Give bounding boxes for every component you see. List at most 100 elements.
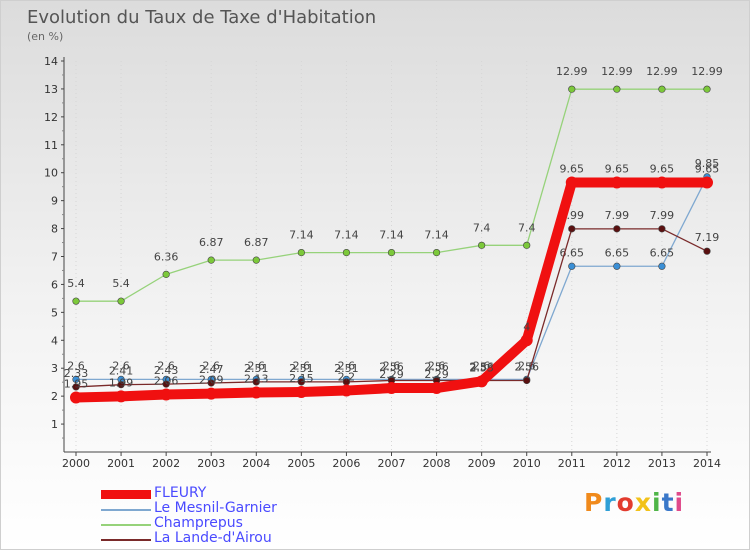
legend-swatch-champrepus [101,524,151,526]
y-tick-label-4: 4 [51,334,58,347]
data-label-le-mesnil-garnier-2008: 2.6 [428,359,446,372]
data-point-le-mesnil-garnier-2013 [658,262,666,270]
y-tick-label-8: 8 [51,223,58,236]
data-label-champrepus-2005: 7.14 [289,229,314,242]
data-point-la-lande-d-airou-2001 [117,381,125,389]
data-point-fleury-2003 [205,387,218,400]
data-point-champrepus-2001 [117,297,125,305]
x-tick-label-2010: 2010 [513,457,541,470]
data-point-la-lande-d-airou-2012 [613,225,621,233]
y-tick-label-11: 11 [44,139,58,152]
logo-letter: P [584,488,604,517]
data-point-champrepus-2002 [162,270,170,278]
data-label-la-lande-d-airou-2013: 7.99 [650,209,675,222]
data-point-le-mesnil-garnier-2011 [568,262,576,270]
y-tick-label-3: 3 [51,362,58,375]
x-tick-label-2005: 2005 [287,457,315,470]
x-tick-label-2007: 2007 [378,457,406,470]
data-point-fleury-2010 [520,334,533,347]
data-label-le-mesnil-garnier-2002: 2.6 [157,359,175,372]
legend-label-fleury: FLEURY [154,485,207,501]
logo-letter: x [634,488,652,517]
data-point-la-lande-d-airou-2011 [568,225,576,233]
data-label-champrepus-2013: 12.99 [646,65,678,78]
data-label-la-lande-d-airou-2007: 2.56 [379,361,404,374]
y-tick-label-5: 5 [51,306,58,319]
data-label-fleury-2009: 2.53 [469,361,494,374]
y-tick-label-14: 14 [44,55,58,68]
legend-label-la-lande-d-airou: La Lande-d'Airou [154,530,272,546]
data-label-fleury-2001: 1.99 [109,376,134,389]
x-tick-label-2004: 2004 [242,457,270,470]
x-tick-label-2014: 2014 [693,457,721,470]
data-label-la-lande-d-airou-2014: 7.19 [695,231,720,244]
data-point-fleury-2005 [295,385,308,398]
y-tick-label-12: 12 [44,111,58,124]
data-point-la-lande-d-airou-2013 [658,225,666,233]
data-point-la-lande-d-airou-2002 [162,380,170,388]
y-tick-label-13: 13 [44,83,58,96]
data-label-la-lande-d-airou-2005: 2.51 [289,362,314,375]
data-label-le-mesnil-garnier-2003: 2.6 [202,359,220,372]
data-point-la-lande-d-airou-2004 [252,378,260,386]
data-label-le-mesnil-garnier-2014: 9.85 [695,157,720,170]
data-point-la-lande-d-airou-2003 [207,379,215,387]
data-label-champrepus-2007: 7.14 [379,229,404,242]
data-point-fleury-2008 [430,382,443,395]
data-point-la-lande-d-airou-2014 [703,247,711,255]
y-axis-unit: (en %) [27,30,64,43]
data-point-fleury-2011 [565,176,578,189]
y-tick-label-2: 2 [51,390,58,403]
legend-swatch-fleury [101,490,151,499]
data-label-fleury-2012: 9.65 [605,162,630,175]
x-tick-label-2001: 2001 [107,457,135,470]
data-label-champrepus-2004: 6.87 [244,236,269,249]
data-label-fleury-2010: 4 [523,320,530,333]
x-tick-label-2011: 2011 [558,457,586,470]
data-point-champrepus-2005 [297,248,305,257]
data-point-champrepus-2004 [252,256,260,264]
data-label-champrepus-2010: 7.4 [518,221,536,234]
data-label-le-mesnil-garnier-2005: 2.6 [293,359,311,372]
logo-letter: r [603,488,617,517]
y-tick-label-10: 10 [44,167,58,180]
data-label-champrepus-2014: 12.99 [691,65,723,78]
data-label-fleury-2008: 2.29 [424,368,449,381]
data-label-le-mesnil-garnier-2013: 6.65 [650,246,675,259]
data-point-champrepus-2006 [342,248,351,257]
data-label-fleury-2000: 1.95 [64,378,89,391]
data-label-la-lande-d-airou-2002: 2.43 [154,364,179,377]
x-tick-label-2002: 2002 [152,457,180,470]
data-label-champrepus-2012: 12.99 [601,65,633,78]
data-point-champrepus-2007 [387,248,396,257]
data-point-champrepus-2011 [568,85,576,93]
data-label-le-mesnil-garnier-2001: 2.6 [112,359,130,372]
data-label-la-lande-d-airou-2003: 2.47 [199,363,224,376]
data-label-fleury-2014: 9.65 [695,162,720,175]
data-point-le-mesnil-garnier-2012 [613,262,621,270]
data-point-la-lande-d-airou-2005 [297,378,305,386]
legend-swatch-le-mesnil-garnier [101,509,151,511]
data-label-fleury-2005: 2.15 [289,372,314,385]
data-point-champrepus-2013 [658,85,666,93]
data-point-champrepus-2009 [478,241,486,249]
data-label-fleury-2006: 2.2 [338,371,356,384]
data-label-champrepus-2008: 7.14 [424,229,449,242]
data-point-champrepus-2012 [613,85,621,93]
data-point-champrepus-2003 [207,256,215,264]
y-tick-label-7: 7 [51,251,58,264]
data-label-fleury-2011: 9.65 [560,162,585,175]
x-tick-label-2006: 2006 [332,457,360,470]
data-label-la-lande-d-airou-2008: 2.56 [424,361,449,374]
data-label-champrepus-2003: 6.87 [199,236,224,249]
x-tick-label-2013: 2013 [648,457,676,470]
data-point-fleury-2013 [655,176,668,189]
data-point-champrepus-2008 [432,248,441,257]
data-label-la-lande-d-airou-2000: 2.33 [64,367,89,380]
y-tick-label-6: 6 [51,278,58,291]
data-point-fleury-2001 [115,390,128,403]
data-point-fleury-2000 [70,391,82,404]
x-tick-label-2008: 2008 [423,457,451,470]
